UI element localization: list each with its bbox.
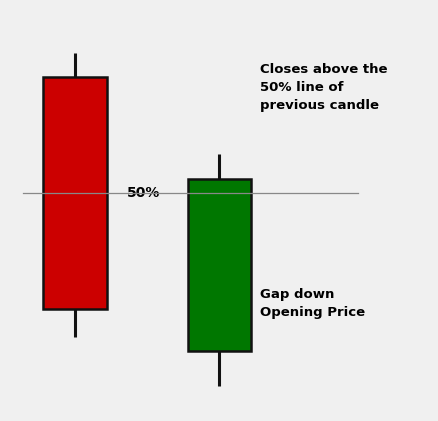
Text: Gap down
Opening Price: Gap down Opening Price xyxy=(259,288,364,319)
Text: 50%: 50% xyxy=(127,186,160,200)
Text: Closes above the
50% line of
previous candle: Closes above the 50% line of previous ca… xyxy=(259,63,387,112)
Bar xyxy=(43,77,106,309)
Bar xyxy=(187,179,251,351)
